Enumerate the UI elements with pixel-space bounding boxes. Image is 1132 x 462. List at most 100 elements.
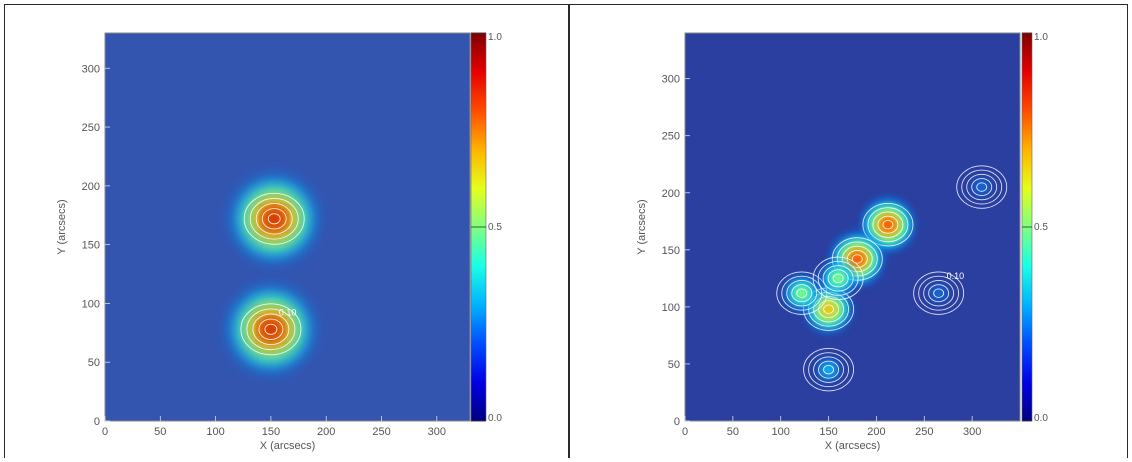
right-colorbar-tick-label: 0.5 — [1034, 222, 1048, 233]
left-contour-label: 0.10 — [279, 307, 297, 317]
right-y-tick-label: 50 — [668, 359, 680, 371]
right-contour-line — [867, 207, 909, 243]
right-contour-line — [918, 275, 960, 311]
right-peak-4 — [776, 271, 828, 315]
left-contour-line — [255, 203, 293, 235]
left-contour-line — [243, 192, 305, 245]
left-y-tick-label: 150 — [82, 240, 100, 252]
left-plot-frame — [104, 32, 471, 422]
left-x-tick-label: 150 — [262, 426, 280, 438]
right-contour-line — [971, 178, 993, 197]
right-contour-line — [872, 211, 904, 238]
left-y-tick-label: 250 — [82, 122, 100, 134]
left-x-tick-label: 100 — [206, 426, 224, 438]
right-y-tick-label: 200 — [662, 188, 680, 200]
right-peak-5 — [812, 256, 864, 301]
left-colorbar-tick-label: 1.0 — [488, 32, 502, 43]
right-contour-line — [928, 284, 950, 303]
right-contour-line — [818, 360, 840, 379]
right-contour-line — [803, 347, 855, 392]
right-y-tick-label: 0 — [674, 416, 680, 428]
right-colorbar-tick-label: 0.0 — [1034, 413, 1048, 424]
right-contour-line — [966, 173, 998, 201]
right-chart-panel: 0.10 0.0 0.5 1.0 0 50 100 150 200 250 300 0 50 100 150… — [569, 4, 1128, 458]
right-contour-line — [813, 295, 845, 323]
right-colorbar-tick-label: 1.0 — [1034, 32, 1048, 43]
left-y-tick-label: 200 — [82, 181, 100, 193]
right-y-tick-label: 100 — [662, 302, 680, 314]
right-x-tick-label: 250 — [915, 426, 933, 438]
left-peak-2 — [231, 290, 310, 369]
right-contour-line — [923, 279, 955, 307]
right-x-tick-label: 200 — [867, 426, 885, 438]
right-contour-line — [812, 256, 864, 301]
left-colorbar-tick-label: 0.5 — [488, 222, 502, 233]
right-contour-line — [823, 364, 835, 375]
left-contour-line — [249, 197, 299, 240]
right-contour-line — [827, 269, 849, 288]
right-contour-line — [913, 271, 965, 315]
right-contour-line — [817, 260, 859, 296]
right-x-axis-label: X (arcsecs) — [825, 440, 881, 452]
right-contour-line — [808, 352, 850, 388]
right-peak-8 — [913, 271, 965, 315]
left-y-axis-label: Y (arcsecs) — [56, 199, 68, 254]
right-peak-6 — [803, 347, 855, 392]
left-x-tick-label: 0 — [102, 426, 108, 438]
right-x-tick-label: 50 — [727, 426, 739, 438]
right-contour-line — [877, 215, 899, 234]
right-contour-line — [791, 284, 813, 303]
left-y-tick-label: 0 — [94, 416, 100, 428]
right-peak-7 — [956, 165, 1008, 209]
right-x-tick-label: 150 — [819, 426, 837, 438]
left-contour-line — [267, 213, 281, 225]
left-x-axis-label: X (arcsecs) — [260, 440, 316, 452]
right-contour-line — [796, 288, 808, 298]
right-contour-line — [831, 237, 883, 281]
left-x-tick-label: 200 — [317, 426, 335, 438]
left-contour-line — [258, 318, 284, 340]
left-contour-line — [240, 303, 302, 356]
left-x-tick-label: 250 — [372, 426, 390, 438]
right-contour-line — [882, 220, 894, 230]
right-x-tick-label: 300 — [963, 426, 981, 438]
right-contour-label: 0.10 — [947, 271, 965, 281]
left-peak-1 — [235, 179, 314, 258]
right-contour-line — [836, 241, 878, 277]
left-contour-line — [252, 313, 290, 346]
right-y-axis-label: Y (arcsecs) — [636, 199, 648, 254]
right-y-tick-label: 150 — [662, 245, 680, 257]
right-peak-1 — [862, 199, 914, 250]
right-contour-line — [976, 182, 988, 192]
right-contour-line — [786, 279, 818, 307]
right-contour-line — [823, 304, 835, 314]
left-chart-panel: 0.10 0.0 0.5 1.0 0 50 100 150 200 250 300 0 50 100 150… — [4, 4, 569, 458]
right-y-tick-label: 250 — [662, 131, 680, 143]
left-contour-line — [246, 308, 296, 351]
right-contour-line — [933, 288, 945, 298]
right-contour-line — [822, 265, 854, 292]
right-contour-line — [776, 271, 828, 315]
right-plot-frame — [684, 32, 1021, 422]
right-contour-line — [862, 203, 914, 247]
right-x-tick-label: 100 — [772, 426, 790, 438]
right-heatmap-chart: 0.10 0.0 0.5 1.0 0 50 100 150 200 250 300 0 50 100 150… — [636, 32, 1048, 452]
right-contour-line — [841, 245, 873, 273]
left-x-tick-label: 300 — [428, 426, 446, 438]
right-contour-line — [961, 169, 1003, 205]
right-contour-line — [851, 254, 863, 264]
left-heatmap-chart: 0.10 0.0 0.5 1.0 0 50 100 150 200 250 300 0 50 100 150… — [56, 32, 502, 452]
right-contour-line — [956, 165, 1008, 209]
left-y-tick-label: 300 — [82, 63, 100, 75]
right-x-tick-label: 0 — [682, 426, 688, 438]
left-contour-line — [264, 323, 278, 335]
right-y-tick-label: 300 — [662, 74, 680, 86]
left-y-tick-label: 50 — [88, 357, 100, 369]
right-contour-line — [781, 275, 823, 311]
right-contour-line — [832, 273, 844, 284]
left-contour-line — [261, 208, 287, 230]
right-plot-background — [685, 33, 1020, 421]
left-colorbar-tick-label: 0.0 — [488, 413, 502, 424]
left-x-tick-label: 50 — [154, 426, 166, 438]
right-contour-line — [813, 356, 845, 383]
